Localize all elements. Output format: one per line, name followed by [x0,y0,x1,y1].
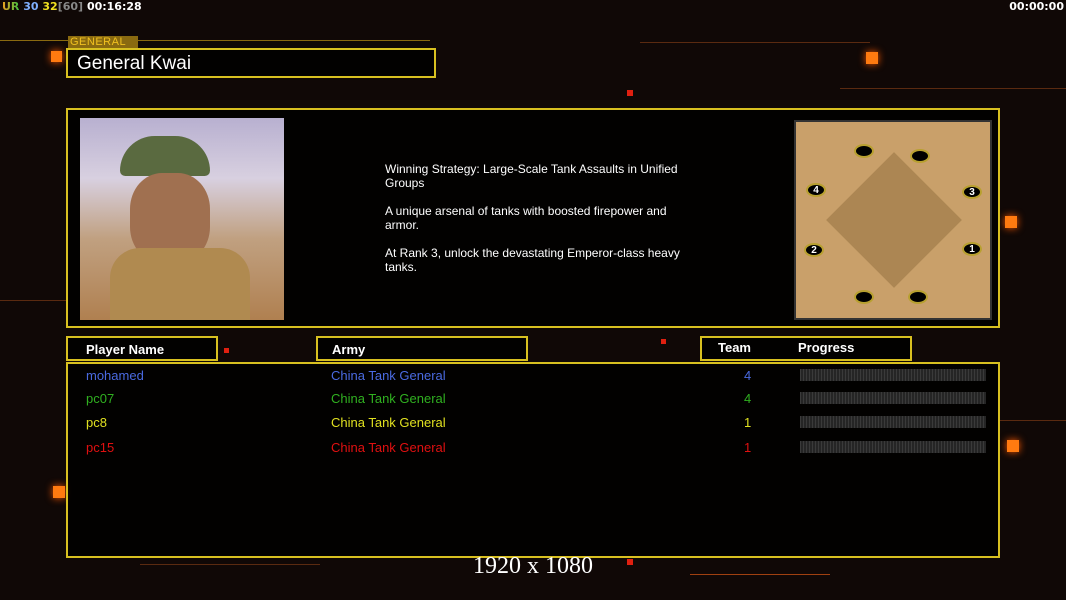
decor-square [1007,440,1019,452]
player-name: pc07 [86,391,115,406]
decor-square [224,348,229,353]
decor-line [140,564,320,565]
header-team: Team [718,340,751,355]
decor-square [51,51,62,62]
progress-bar [800,392,986,404]
decor-square [1005,216,1017,228]
player-row: mohamed China Tank General 4 [68,366,998,386]
general-portrait [80,118,284,320]
clock-right: 00:00:00 [1009,0,1064,13]
player-army: China Tank General [331,415,446,430]
cap-shape [120,136,210,176]
start-position-1: 1 [962,242,982,256]
oil-derrick [854,144,874,158]
decor-square [661,339,666,344]
decor-line [640,42,870,43]
general-name: General Kwai [66,48,436,78]
header-player-name: Player Name [66,336,218,361]
player-team: 4 [744,368,752,383]
player-team: 1 [744,415,752,430]
fps-value: 30 [23,0,39,13]
player-army: China Tank General [331,368,446,383]
player-row: pc15 China Tank General 1 [68,438,998,458]
decor-line [0,300,66,301]
oil-derrick [908,290,928,304]
player-army: China Tank General [331,440,446,455]
start-position-4: 4 [806,183,826,197]
general-tag: GENERAL [68,36,138,48]
uniform-shape [110,248,250,320]
header-army: Army [316,336,528,361]
player-row: pc07 China Tank General 4 [68,389,998,409]
progress-bar [800,441,986,453]
player-team: 1 [744,440,752,455]
general-description: Winning Strategy: Large-Scale Tank Assau… [385,162,680,274]
start-position-3: 3 [962,185,982,199]
player-name: pc15 [86,440,115,455]
player-army: China Tank General [331,391,446,406]
decor-line [1000,420,1066,421]
oil-derrick [910,149,930,163]
fps-value-2: 32 [42,0,58,13]
decor-square [627,559,633,565]
decor-line [0,40,430,41]
ur-label: UR [2,0,20,13]
map-center [826,152,962,288]
decor-line [690,574,830,575]
resolution-label: 1920 x 1080 [473,553,593,579]
player-team: 4 [744,391,752,406]
game-timer: 00:16:28 [86,0,142,13]
decor-square [866,52,878,64]
fps-counter: UR 30 32[60] 00:16:28 [2,0,142,13]
progress-bar [800,369,986,381]
general-info-panel: Winning Strategy: Large-Scale Tank Assau… [66,108,1000,328]
decor-line [840,88,1066,89]
decor-square [53,486,65,498]
player-name: mohamed [86,368,144,383]
header-team-progress: Team Progress [700,336,912,361]
oil-derrick [854,290,874,304]
decor-square [627,90,633,96]
fps-cap: [60] [57,0,84,13]
start-position-2: 2 [804,243,824,257]
progress-bar [800,416,986,428]
player-row: pc8 China Tank General 1 [68,413,998,433]
header-progress: Progress [798,340,855,355]
player-list: mohamed China Tank General 4 pc07 China … [66,362,1000,558]
player-name: pc8 [86,415,107,430]
map-preview: 1 2 3 4 [794,120,992,320]
